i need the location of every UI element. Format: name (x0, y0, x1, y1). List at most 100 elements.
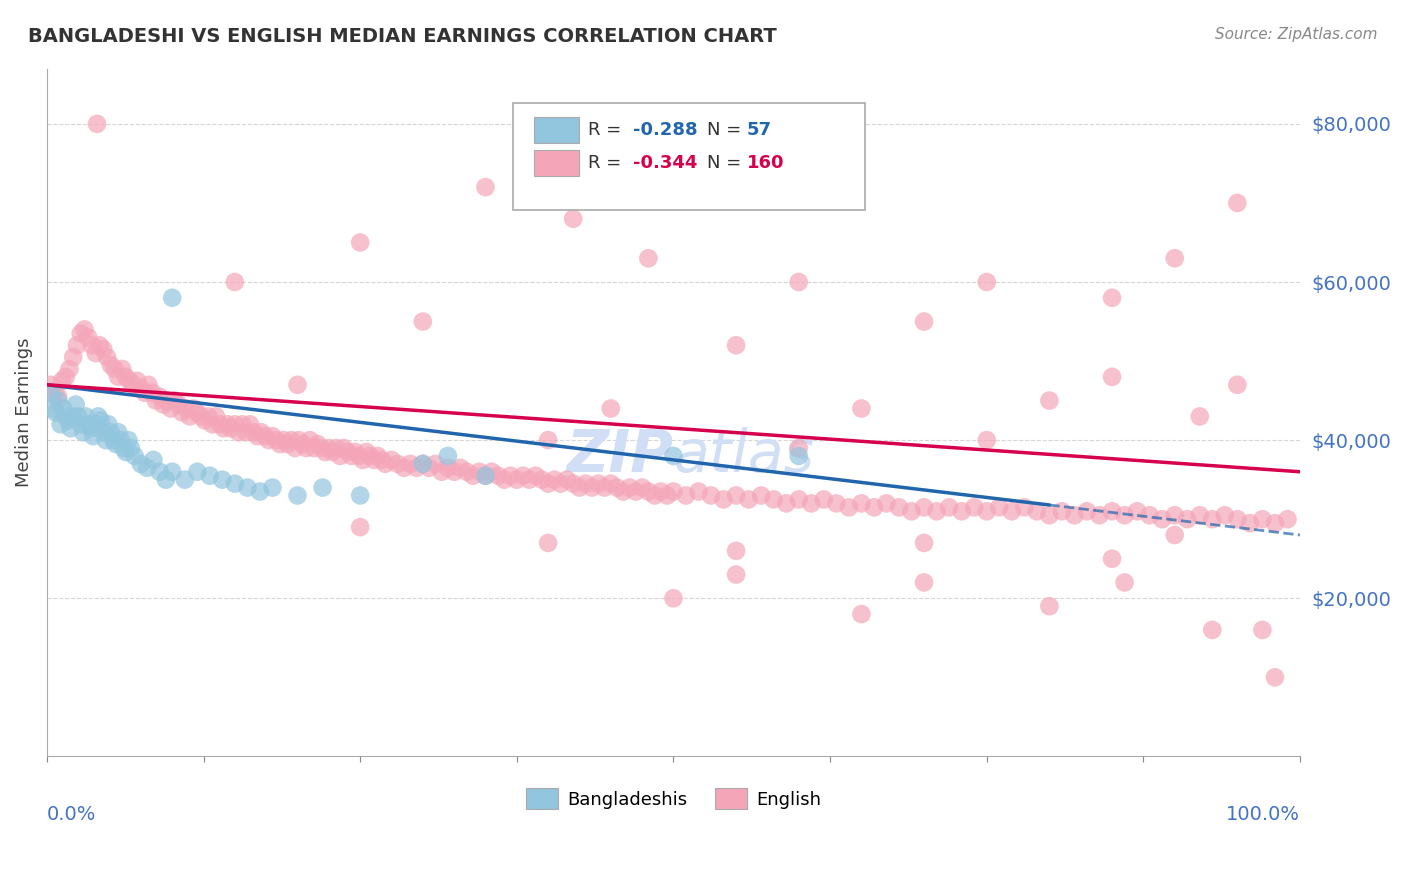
Point (194, 413, 217, 427)
Point (437, 460, 460, 475)
Point (938, 500, 960, 515)
Point (530, 473, 553, 487)
Point (662, 591, 685, 606)
Point (412, 457, 434, 471)
Point (555, 473, 578, 487)
Text: BANGLADESHI VS ENGLISH MEDIAN EARNINGS CORRELATION CHART: BANGLADESHI VS ENGLISH MEDIAN EARNINGS C… (28, 27, 778, 45)
Point (650, 484, 672, 499)
Point (1101, 291, 1123, 305)
Point (619, 481, 641, 495)
Point (55, 409, 77, 424)
Point (97, 417, 120, 432)
Point (160, 291, 183, 305)
Point (186, 465, 208, 479)
Point (100, 425, 122, 440)
Point (183, 401, 205, 416)
Point (775, 496, 797, 510)
Point (1076, 504, 1098, 518)
Point (129, 382, 152, 396)
Point (700, 488, 723, 502)
Point (52, 401, 75, 416)
Point (550, 476, 572, 491)
Point (976, 504, 998, 518)
Point (311, 481, 333, 495)
Point (167, 398, 190, 412)
Point (314, 445, 336, 459)
Point (887, 500, 910, 515)
Y-axis label: Median Earnings: Median Earnings (15, 338, 32, 487)
Point (367, 449, 389, 463)
Point (387, 457, 409, 471)
Point (1038, 393, 1060, 408)
Point (524, 468, 547, 483)
Point (568, 481, 591, 495)
Point (851, 607, 873, 621)
Point (1226, 377, 1249, 392)
Point (1063, 508, 1085, 523)
Point (69, 417, 91, 432)
Point (581, 481, 603, 495)
Text: atlas: atlas (673, 427, 814, 484)
Point (347, 449, 370, 463)
Point (219, 421, 242, 435)
Point (363, 453, 385, 467)
Point (912, 575, 935, 590)
Point (1139, 508, 1161, 523)
Point (1001, 504, 1024, 518)
Point (51, 374, 73, 388)
Point (325, 441, 347, 455)
Point (912, 536, 935, 550)
Point (39, 385, 62, 400)
Point (425, 457, 447, 471)
Point (160, 401, 183, 416)
Point (644, 488, 666, 502)
Point (456, 465, 478, 479)
Point (90, 413, 112, 427)
Text: -0.344: -0.344 (633, 154, 697, 172)
Point (287, 433, 309, 447)
Point (344, 445, 367, 459)
Point (276, 437, 298, 451)
Point (787, 275, 810, 289)
Point (662, 484, 685, 499)
Point (77, 330, 100, 344)
Point (418, 460, 440, 475)
Text: N =: N = (707, 121, 747, 139)
Point (287, 377, 309, 392)
Point (235, 425, 257, 440)
Point (976, 275, 998, 289)
Point (405, 460, 427, 475)
Point (737, 492, 759, 507)
Point (152, 398, 174, 412)
Point (124, 449, 146, 463)
Point (242, 425, 264, 440)
Point (122, 377, 145, 392)
Point (205, 409, 228, 424)
Point (103, 362, 125, 376)
Point (145, 393, 167, 408)
Point (173, 473, 195, 487)
Point (1025, 504, 1047, 518)
Point (155, 473, 177, 487)
Point (134, 385, 156, 400)
Point (356, 445, 378, 459)
Point (662, 449, 685, 463)
Point (512, 468, 534, 483)
Point (1188, 508, 1211, 523)
Point (104, 437, 127, 451)
Point (39, 377, 62, 392)
Point (474, 468, 496, 483)
Point (212, 421, 235, 435)
Point (1038, 508, 1060, 523)
Point (336, 445, 359, 459)
Point (437, 449, 460, 463)
Point (762, 492, 785, 507)
Point (606, 481, 628, 495)
Point (333, 441, 356, 455)
Point (257, 433, 280, 447)
Point (208, 417, 231, 432)
Point (800, 496, 823, 510)
Point (224, 476, 246, 491)
Point (75, 409, 97, 424)
Text: 100.0%: 100.0% (1226, 805, 1301, 823)
